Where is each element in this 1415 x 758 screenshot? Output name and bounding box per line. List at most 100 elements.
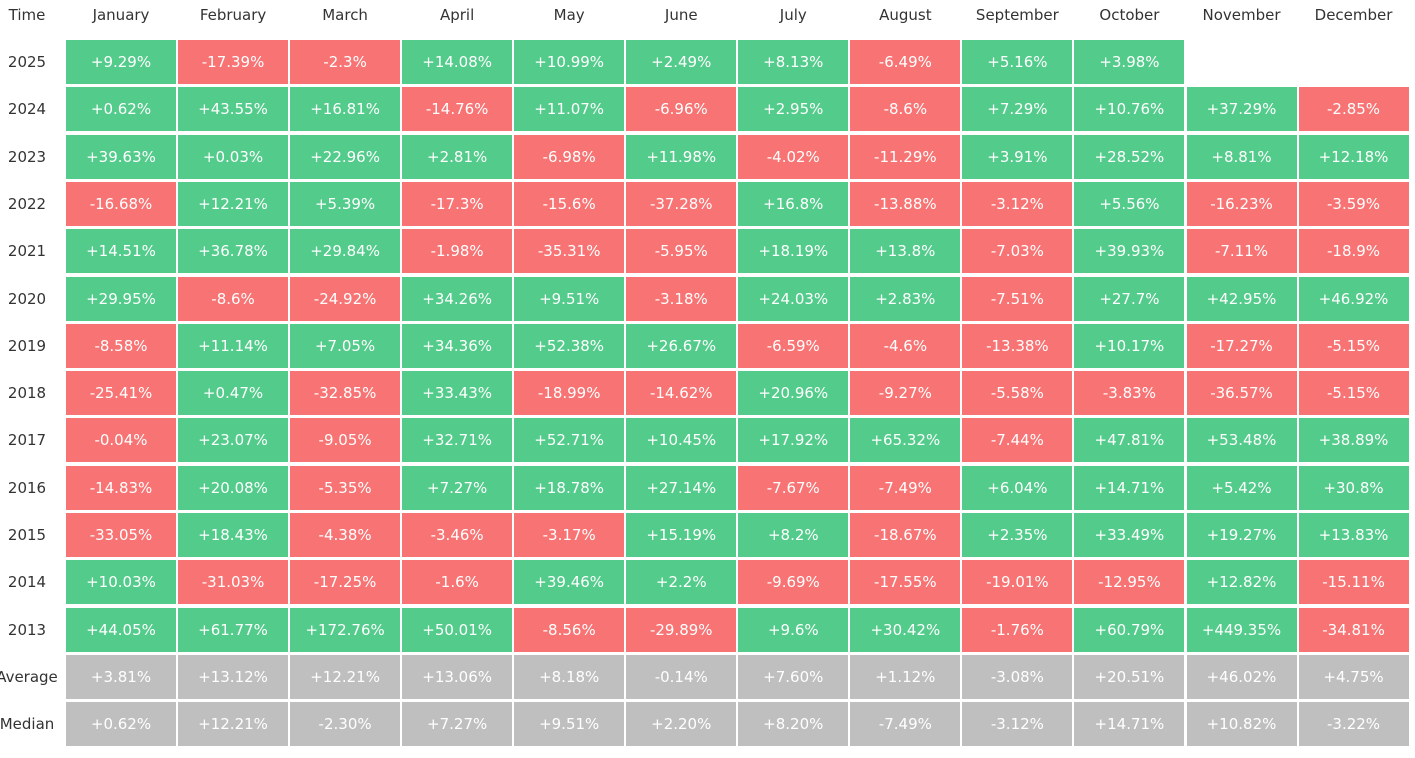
return-cell: +17.92% [738,418,849,463]
return-cell: +7.27% [402,465,513,510]
return-cell: +39.46% [514,560,625,605]
return-cell: +30.8% [1298,465,1409,510]
return-cell: -31.03% [178,560,289,605]
return-cell: +20.96% [738,371,849,416]
summary-cell: -3.08% [962,654,1073,699]
return-cell: -8.6% [850,87,961,132]
month-header: December [1314,6,1393,24]
row-label: 2023 [7,147,47,166]
month-header: September [975,6,1059,24]
row-label: 2018 [7,384,47,403]
return-cell: -34.81% [1298,607,1409,652]
row-label: 2015 [7,526,47,544]
return-cell: -14.83% [66,465,176,510]
month-header: January [92,6,150,24]
return-cell: +2.49% [626,40,737,84]
summary-cell: +20.51% [1074,654,1185,699]
return-cell: -7.03% [962,229,1073,274]
return-cell: +16.81% [290,87,401,132]
return-cell: +29.95% [66,276,176,321]
return-cell: +16.8% [738,181,849,226]
summary-cell: +12.21% [178,702,289,747]
month-header: October [1099,6,1160,24]
month-header: June [664,6,698,24]
month-header: November [1202,6,1281,24]
return-cell: +14.71% [1074,465,1185,510]
summary-cell: +46.02% [1186,654,1297,699]
return-cell: -3.18% [626,276,737,321]
summary-cell: -3.22% [1298,702,1409,747]
return-cell: +12.21% [178,181,289,226]
return-cell: +2.35% [962,513,1073,557]
row-label: 2025 [7,53,47,71]
return-cell: -32.85% [290,371,401,416]
return-cell: -8.58% [66,323,176,368]
return-cell: -3.17% [514,513,625,557]
return-cell: -17.39% [178,40,289,84]
return-cell: +11.14% [178,323,289,368]
return-cell: +46.92% [1298,276,1409,321]
summary-cell: -0.14% [626,654,737,699]
return-cell: +12.82% [1186,560,1297,605]
return-cell: -17.27% [1186,323,1297,368]
return-cell: +20.08% [178,465,289,510]
return-cell: +38.89% [1298,418,1409,463]
return-cell: +3.91% [962,134,1073,179]
return-cell: -4.38% [290,513,401,557]
row-label: Median [0,715,55,734]
summary-cell: +4.75% [1298,654,1409,699]
return-cell: +47.81% [1074,418,1185,463]
return-cell: -4.02% [738,134,849,179]
return-cell: +52.71% [514,418,625,463]
month-header: April [439,6,475,24]
return-cell: +0.62% [66,87,176,132]
return-cell: -6.59% [738,323,849,368]
return-cell: -4.6% [850,323,961,368]
return-cell: +29.84% [290,229,401,274]
return-cell: -5.95% [626,229,737,274]
return-cell: +10.17% [1074,323,1185,368]
return-cell: -7.11% [1186,229,1297,274]
return-cell: +7.29% [962,87,1073,132]
return-cell: +172.76% [290,607,401,652]
return-cell: -3.83% [1074,371,1185,416]
return-cell: +39.93% [1074,229,1185,274]
return-cell: +18.19% [738,229,849,274]
summary-cell: +1.12% [850,654,961,699]
return-cell: -17.25% [290,560,401,605]
return-cell: +13.83% [1298,513,1409,557]
return-cell: +52.38% [514,323,625,368]
return-cell: +10.45% [626,418,737,463]
return-cell: +32.71% [402,418,513,463]
return-cell: -8.56% [514,607,625,652]
row-label: 2016 [7,478,47,497]
summary-cell: -2.30% [290,702,401,747]
summary-cell: -3.12% [962,702,1073,747]
return-cell: -14.62% [626,371,737,416]
return-cell: +0.03% [178,134,289,179]
return-cell: -35.31% [514,229,625,274]
return-cell: +2.83% [850,276,961,321]
row-label: 2022 [7,194,47,213]
return-cell: -9.27% [850,371,961,416]
return-cell: -13.38% [962,323,1073,368]
return-cell: +12.18% [1298,134,1409,179]
return-cell: +28.52% [1074,134,1185,179]
return-cell: +18.43% [178,513,289,557]
row-label: 2024 [7,100,47,119]
row-label: 2019 [7,336,47,355]
summary-cell: +8.18% [514,654,625,699]
return-cell: +11.98% [626,134,737,179]
return-cell: -3.46% [402,513,513,557]
return-cell: +2.95% [738,87,849,132]
return-cell: +2.81% [402,134,513,179]
return-cell: +34.26% [402,276,513,321]
summary-cell: +14.71% [1074,702,1185,747]
return-cell: -1.6% [402,560,513,605]
return-cell: +5.56% [1074,181,1185,226]
month-header: August [879,6,932,24]
return-cell: +8.13% [738,40,849,84]
summary-cell: -7.49% [850,702,961,747]
return-cell: -7.51% [962,276,1073,321]
